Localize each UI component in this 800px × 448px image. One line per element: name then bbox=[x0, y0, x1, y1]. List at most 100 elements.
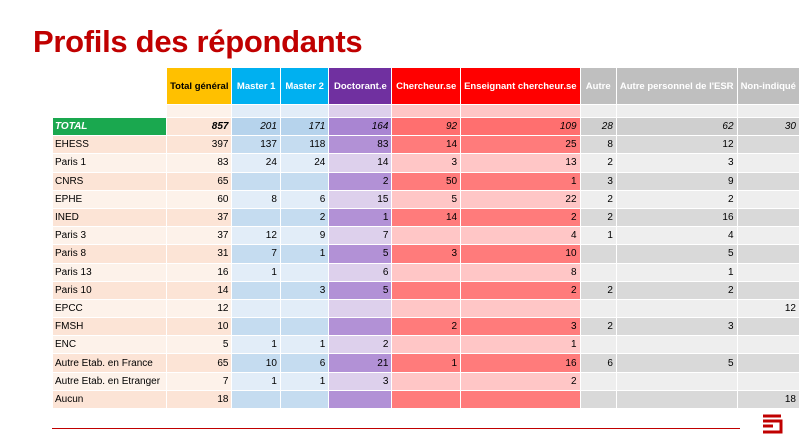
total-cell-autre: 28 bbox=[579, 116, 617, 137]
cell-ch: 3 bbox=[391, 153, 462, 173]
cell-autre: 8 bbox=[579, 135, 617, 155]
header-m2: Master 2 bbox=[279, 67, 330, 105]
cell-total: 5 bbox=[166, 335, 233, 355]
cell-esr bbox=[615, 371, 738, 391]
cell-m2: 1 bbox=[279, 244, 330, 264]
row-label: EPHE bbox=[51, 189, 168, 209]
cell-ch bbox=[391, 298, 462, 319]
cell-ch: 1 bbox=[391, 353, 462, 373]
cell-ni bbox=[736, 262, 800, 282]
cell-total: 18 bbox=[166, 389, 233, 410]
cell-esr: 2 bbox=[615, 189, 738, 209]
cell-m2: 6 bbox=[279, 189, 330, 209]
cell-ch: 3 bbox=[391, 244, 462, 264]
cell-m1 bbox=[231, 317, 281, 337]
row-label: EHESS bbox=[51, 135, 168, 155]
cell-m1 bbox=[231, 207, 281, 228]
cell-ni bbox=[736, 226, 800, 246]
cell-doc: 6 bbox=[328, 262, 393, 282]
table-row: ENC 5 1 1 2 1 bbox=[51, 335, 800, 355]
header-esr: Autre personnel de l'ESR bbox=[615, 67, 738, 105]
header-ens: Enseignant chercheur.se bbox=[460, 67, 581, 105]
cell-doc bbox=[328, 298, 393, 319]
total-cell-m1: 201 bbox=[231, 116, 281, 137]
row-label: CNRS bbox=[51, 171, 168, 191]
cell-total: 65 bbox=[166, 353, 233, 373]
cell-total: 31 bbox=[166, 244, 233, 264]
cell-autre: 1 bbox=[579, 226, 617, 246]
cell-doc: 83 bbox=[328, 135, 393, 155]
cell-ni bbox=[736, 171, 800, 191]
cell-esr: 12 bbox=[615, 135, 738, 155]
header-ni: Non-indiqué bbox=[736, 67, 800, 105]
table-row: EPCC 12 12 bbox=[51, 298, 800, 319]
header-m1: Master 1 bbox=[231, 67, 281, 105]
cell-m1: 7 bbox=[231, 244, 281, 264]
cell-ens: 25 bbox=[460, 135, 581, 155]
row-label: ENC bbox=[51, 335, 168, 355]
cell-total: 16 bbox=[166, 262, 233, 282]
cell-doc: 21 bbox=[328, 353, 393, 373]
table-row: CNRS 65 2 50 1 3 9 bbox=[51, 171, 800, 191]
cell-esr bbox=[615, 335, 738, 355]
cell-ni bbox=[736, 280, 800, 300]
cell-ens: 3 bbox=[460, 317, 581, 337]
cell-ens: 22 bbox=[460, 189, 581, 209]
cell-doc: 14 bbox=[328, 153, 393, 173]
header-row: Total général Master 1 Master 2 Doctorant.e… bbox=[51, 67, 800, 105]
cell-autre bbox=[579, 262, 617, 282]
cell-esr: 5 bbox=[615, 244, 738, 264]
cell-ni bbox=[736, 353, 800, 373]
total-cell-ens: 109 bbox=[460, 116, 581, 137]
table-row: FMSH 10 2 3 2 3 bbox=[51, 317, 800, 337]
cell-ni bbox=[736, 335, 800, 355]
cell-ni: 12 bbox=[736, 298, 800, 319]
cell-doc: 5 bbox=[328, 280, 393, 300]
cell-m1: 1 bbox=[231, 371, 281, 391]
cell-doc: 5 bbox=[328, 244, 393, 264]
cell-total: 60 bbox=[166, 189, 233, 209]
cell-total: 14 bbox=[166, 280, 233, 300]
cell-total: 10 bbox=[166, 317, 233, 337]
cell-m1: 8 bbox=[231, 189, 281, 209]
cell-m1: 10 bbox=[231, 353, 281, 373]
cell-doc: 1 bbox=[328, 207, 393, 228]
cell-ni bbox=[736, 244, 800, 264]
respondents-table: Total général Master 1 Master 2 Doctorant.e… bbox=[51, 67, 800, 410]
row-label: Aucun bbox=[51, 389, 168, 410]
cell-ens bbox=[460, 389, 581, 410]
table-row: Aucun 18 18 bbox=[51, 389, 800, 410]
cell-ens: 4 bbox=[460, 226, 581, 246]
cell-autre bbox=[579, 371, 617, 391]
cell-m2: 6 bbox=[279, 353, 330, 373]
cell-ens: 2 bbox=[460, 280, 581, 300]
cell-m2: 9 bbox=[279, 226, 330, 246]
cell-m1 bbox=[231, 389, 281, 410]
cell-m1: 1 bbox=[231, 262, 281, 282]
total-cell-ni: 30 bbox=[736, 116, 800, 137]
row-label: Paris 1 bbox=[51, 153, 168, 173]
cell-m2: 3 bbox=[279, 280, 330, 300]
row-label: FMSH bbox=[51, 317, 168, 337]
cell-autre bbox=[579, 389, 617, 410]
cell-doc: 2 bbox=[328, 335, 393, 355]
cell-m2 bbox=[279, 317, 330, 337]
cell-m2 bbox=[279, 389, 330, 410]
cell-ens: 2 bbox=[460, 207, 581, 228]
cell-esr: 5 bbox=[615, 353, 738, 373]
header-corner bbox=[51, 67, 168, 105]
cell-m2: 1 bbox=[279, 335, 330, 355]
row-label: Paris 3 bbox=[51, 226, 168, 246]
cell-ni bbox=[736, 371, 800, 391]
table-row: Paris 3 37 12 9 7 4 1 4 bbox=[51, 226, 800, 246]
header-doc: Doctorant.e bbox=[328, 67, 393, 105]
row-label: Autre Etab. en France bbox=[51, 353, 168, 373]
cell-esr: 2 bbox=[615, 280, 738, 300]
cell-autre: 2 bbox=[579, 189, 617, 209]
cell-doc: 2 bbox=[328, 171, 393, 191]
cell-autre: 3 bbox=[579, 171, 617, 191]
cell-esr: 1 bbox=[615, 262, 738, 282]
cell-m1: 12 bbox=[231, 226, 281, 246]
cell-total: 83 bbox=[166, 153, 233, 173]
cell-m1 bbox=[231, 298, 281, 319]
